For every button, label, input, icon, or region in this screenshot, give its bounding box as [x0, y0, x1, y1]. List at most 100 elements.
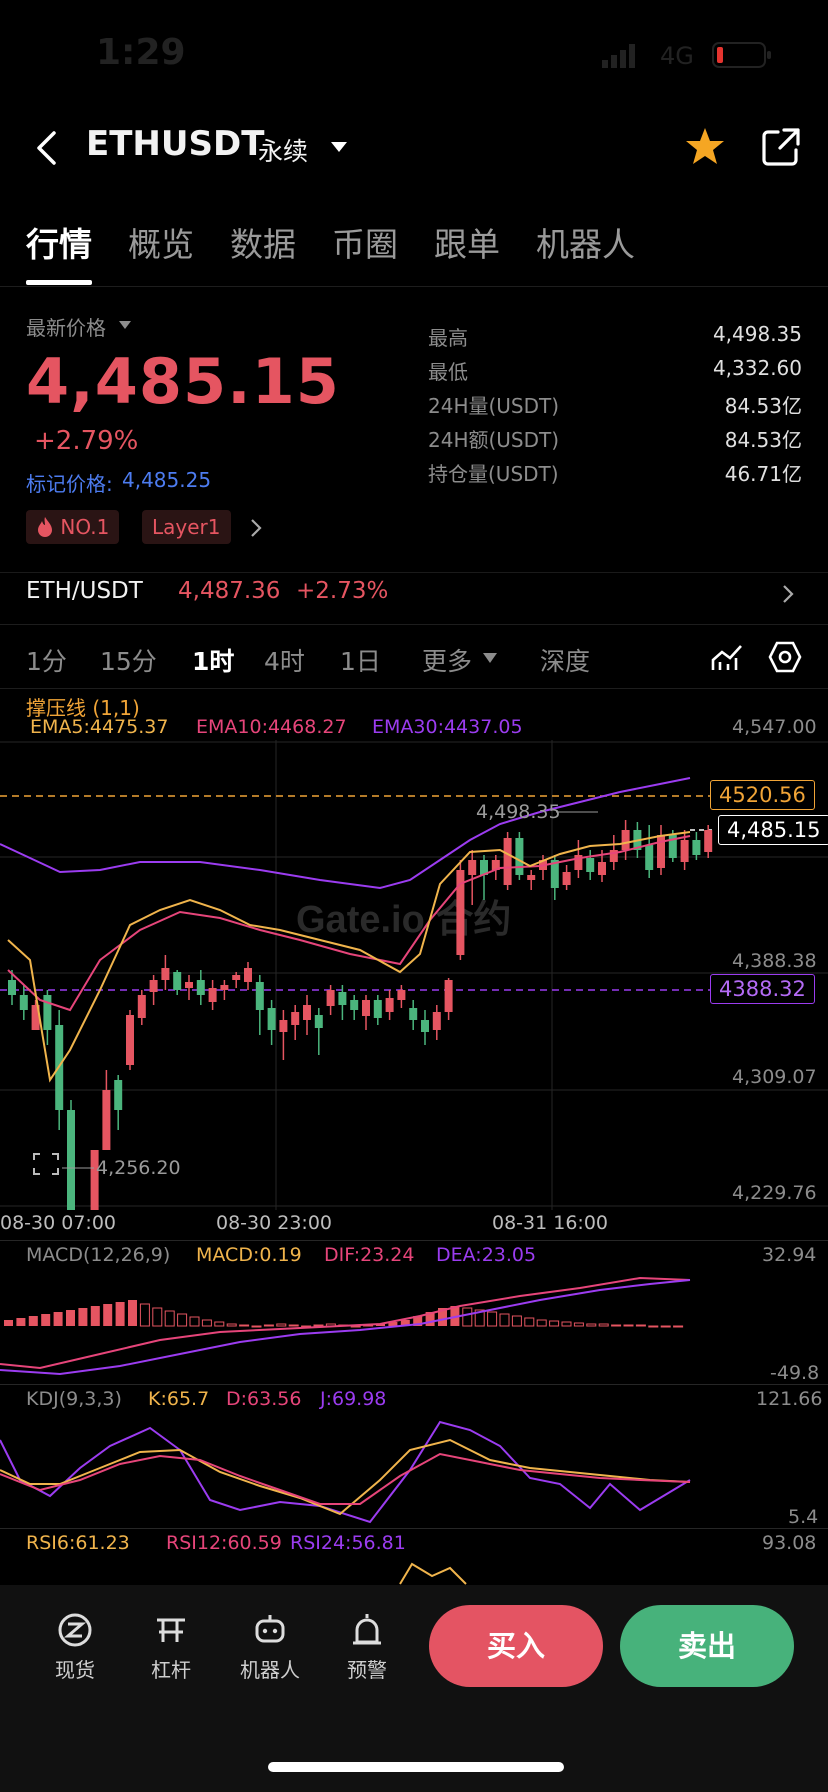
robot-icon [255, 1615, 285, 1643]
nav-margin[interactable]: 杠杆 [126, 1612, 216, 1683]
ema5-label: EMA5:4475.37 [30, 716, 169, 738]
nav-bot[interactable]: 机器人 [224, 1612, 316, 1683]
chevron-down-icon[interactable] [330, 140, 348, 154]
y-tick-3: 4,309.07 [732, 1066, 817, 1088]
home-indicator [268, 1762, 564, 1772]
back-icon[interactable] [34, 130, 58, 166]
tf-1d[interactable]: 1日 [340, 647, 381, 676]
macd-bar [152, 1307, 163, 1327]
network-label: 4G [660, 42, 694, 70]
macd-bar [438, 1308, 447, 1326]
candle-body [314, 1015, 323, 1028]
macd-bar [635, 1324, 646, 1327]
candle-body [196, 980, 205, 995]
share-icon[interactable] [760, 126, 802, 168]
candle-body [503, 838, 512, 885]
candle-body [291, 1012, 300, 1025]
pair-title[interactable]: ETHUSDT [86, 124, 265, 164]
price-label[interactable]: 最新价格 [26, 316, 106, 340]
tf-1m[interactable]: 1分 [26, 647, 67, 676]
candlestick-chart[interactable]: Gate.io 合约 4,498.35 4,256.20 [0, 740, 828, 1210]
divider [0, 1384, 828, 1385]
stat-low-label: 最低 [428, 360, 468, 384]
macd-bar [413, 1316, 423, 1326]
nav-alert-label: 预警 [347, 1658, 387, 1682]
spot-change: +2.73% [296, 578, 389, 604]
spot-icon [58, 1613, 92, 1647]
contract-type[interactable]: 永续 [258, 137, 309, 166]
tf-depth[interactable]: 深度 [540, 647, 591, 676]
tab-overview[interactable]: 概览 [128, 225, 194, 264]
macd-bar [524, 1317, 535, 1327]
support-tag: 4388.32 [710, 974, 815, 1004]
tf-15m[interactable]: 15分 [100, 647, 157, 676]
indicator-icon[interactable] [710, 640, 744, 674]
tf-1h[interactable]: 1时 [192, 647, 235, 676]
macd-top: 32.94 [762, 1244, 817, 1266]
buy-button[interactable]: 买入 [429, 1605, 603, 1687]
rank-badge[interactable]: NO.1 [26, 510, 120, 544]
tf-more[interactable]: 更多 [422, 647, 473, 676]
candle-body [456, 870, 465, 955]
candle-body [102, 1090, 111, 1150]
expand-icon[interactable] [33, 1153, 59, 1175]
kdj-chart[interactable] [0, 1410, 828, 1528]
macd-bar [313, 1324, 324, 1327]
dea-line [0, 1279, 691, 1376]
candle-body [692, 840, 701, 855]
fire-icon [38, 517, 52, 537]
signal-icon [602, 44, 635, 68]
ema30-line [0, 777, 691, 890]
macd-bar [16, 1318, 26, 1326]
divider [0, 1240, 828, 1241]
macd-chart[interactable] [0, 1266, 828, 1386]
rsi24: RSI24:56.81 [290, 1532, 406, 1554]
macd-bar [474, 1309, 485, 1327]
settings-icon[interactable] [768, 640, 802, 674]
tf-4h[interactable]: 4时 [264, 647, 305, 676]
tab-copy-trading[interactable]: 跟单 [434, 225, 500, 264]
macd-bar [251, 1325, 262, 1328]
rsi-chart[interactable] [0, 1556, 828, 1586]
candle-body [373, 1000, 382, 1018]
candle-body [574, 855, 583, 870]
caret-down-icon[interactable] [118, 320, 132, 330]
candles [8, 820, 713, 1210]
nav-alert[interactable]: 预警 [322, 1612, 412, 1683]
category-badge[interactable]: Layer1 [142, 510, 231, 544]
stat-high-value: 4,498.35 [712, 322, 802, 346]
spot-row[interactable]: ETH/USDT 4,487.36 +2.73% [0, 574, 828, 610]
star-icon[interactable] [684, 126, 726, 166]
candle-body [609, 850, 618, 862]
candle-body [362, 1000, 370, 1016]
candle-body [562, 872, 571, 885]
ema10-line [7, 835, 691, 1012]
candle-body [267, 1008, 276, 1030]
nav-margin-label: 杠杆 [151, 1658, 191, 1682]
macd-title: MACD(12,26,9) [26, 1244, 171, 1266]
candle-body [161, 968, 170, 980]
divider [0, 688, 828, 689]
nav-spot[interactable]: 现货 [30, 1612, 120, 1683]
tab-market[interactable]: 行情 [26, 225, 92, 264]
tab-bots[interactable]: 机器人 [536, 225, 635, 264]
kdj-top: 121.66 [756, 1388, 823, 1410]
x-tick-2: 08-30 23:00 [216, 1212, 333, 1234]
candle-body [326, 990, 335, 1006]
sell-button[interactable]: 卖出 [620, 1605, 794, 1687]
y-tick-bottom: 4,229.76 [732, 1182, 817, 1204]
rsi12: RSI12:60.59 [166, 1532, 282, 1554]
candle-body [173, 972, 182, 990]
macd-bar [462, 1307, 473, 1327]
macd-bar [487, 1311, 498, 1327]
stat-open-interest-label: 持仓量(USDT) [428, 462, 559, 486]
low-marker: 4,256.20 [96, 1157, 181, 1179]
ema10-label: EMA10:4468.27 [196, 716, 347, 738]
candle-body [432, 1012, 441, 1030]
chevron-right-icon[interactable] [250, 518, 262, 538]
divider [0, 624, 828, 625]
caret-down-icon[interactable] [482, 652, 498, 664]
tab-community[interactable]: 币圈 [332, 225, 398, 264]
candle-body [668, 835, 677, 858]
tab-data[interactable]: 数据 [230, 225, 296, 264]
